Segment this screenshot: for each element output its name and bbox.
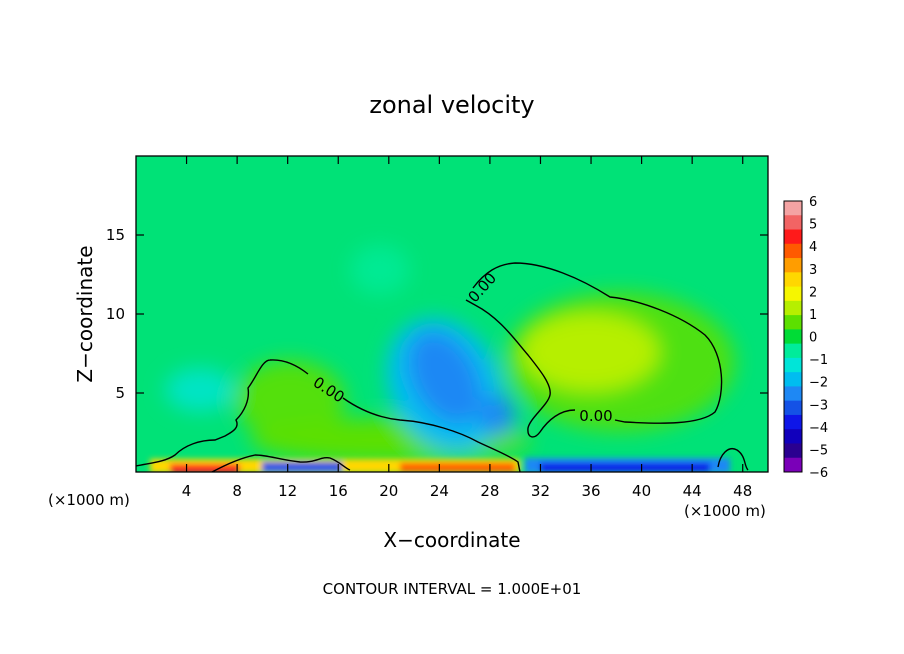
y-tick-label: 10 — [106, 305, 125, 323]
surface-bands — [150, 458, 730, 472]
colorbar-tick-label: 3 — [809, 263, 817, 278]
colorbar-tick-label: 5 — [809, 218, 817, 233]
surface-positive-core-right — [400, 463, 515, 472]
colorbar-swatch — [784, 329, 802, 345]
colorbar-tick-label: −5 — [809, 443, 828, 458]
x-tick-label: 8 — [232, 482, 242, 500]
colorbar-swatch — [784, 429, 802, 444]
x-tick-label: 40 — [632, 482, 651, 500]
surface-negative-core — [540, 463, 710, 472]
colorbar-swatch — [784, 372, 802, 387]
colorbar-swatch — [784, 357, 802, 373]
colorbar-tick-label: −3 — [809, 398, 828, 413]
colorbar-tick-label: 6 — [809, 195, 817, 210]
field-shading — [165, 245, 735, 462]
y-tick-label: 15 — [106, 226, 125, 244]
colorbar-tick-label: 0 — [809, 331, 817, 346]
x-unit-label-right: (×1000 m) — [684, 502, 766, 520]
contour-interval-note: CONTOUR INTERVAL = 1.000E+01 — [323, 580, 582, 598]
colorbar: 6 5 4 3 2 1 0 −1 −2 −3 −4 −5 −6 — [783, 195, 828, 481]
surface-negative-band-left — [262, 462, 342, 472]
negative-jet-lower — [479, 395, 515, 435]
colorbar-tick-label: −6 — [809, 466, 828, 481]
colorbar-swatch — [784, 343, 802, 359]
colorbar-swatch — [784, 286, 802, 302]
y-tick-label: 5 — [115, 384, 125, 402]
colorbar-swatch — [784, 215, 802, 231]
x-axis: 4 8 12 16 20 24 28 32 36 40 44 48 — [182, 156, 752, 500]
colorbar-tick-label: −2 — [809, 376, 828, 391]
colorbar-swatch — [784, 457, 802, 473]
x-tick-label: 4 — [182, 482, 192, 500]
x-tick-label: 32 — [531, 482, 550, 500]
x-tick-label: 12 — [278, 482, 297, 500]
x-unit-label-left: (×1000 m) — [48, 491, 130, 509]
contour-low-left — [211, 454, 351, 472]
colorbar-swatch — [784, 386, 802, 402]
x-axis-label: X−coordinate — [383, 528, 520, 552]
colorbar-swatch — [784, 258, 802, 273]
contour-lower — [136, 359, 521, 472]
zero-contours — [136, 262, 749, 472]
left-negative-patch — [165, 368, 235, 412]
contour-upper — [465, 262, 723, 438]
colorbar-swatch — [784, 201, 802, 216]
contour-label-right: 0.00 — [579, 407, 612, 425]
x-tick-label: 20 — [379, 482, 398, 500]
colorbar-swatch — [784, 272, 802, 288]
contour-right-bump — [717, 448, 749, 471]
left-positive-lobe — [235, 360, 345, 440]
colorbar-swatch — [784, 229, 802, 245]
surface-positive-core-left — [170, 464, 240, 472]
x-tick-label: 16 — [329, 482, 348, 500]
x-tick-label: 28 — [480, 482, 499, 500]
plot-area: 0.00 0.00 0.00 — [136, 156, 768, 472]
colorbar-frame — [783, 200, 803, 473]
colorbar-tick-label: 4 — [809, 240, 817, 255]
colorbar-swatch — [784, 300, 802, 316]
colorbar-swatch — [784, 315, 802, 330]
colorbar-swatch — [784, 443, 802, 459]
colorbar-tick-label: 1 — [809, 308, 817, 323]
x-tick-label: 24 — [430, 482, 449, 500]
colorbar-tick-label: 2 — [809, 285, 817, 300]
colorbar-tick-label: −4 — [809, 421, 828, 436]
colorbar-swatch — [784, 243, 802, 259]
x-tick-label: 48 — [733, 482, 752, 500]
chart-title: zonal velocity — [369, 91, 534, 119]
upper-positive-cell — [520, 312, 660, 392]
colorbar-swatch — [784, 400, 802, 416]
mid-negative-patch — [350, 245, 410, 295]
colorbar-swatch — [784, 414, 802, 430]
x-tick-label: 36 — [581, 482, 600, 500]
negative-jet-core — [408, 331, 482, 425]
y-axis-label: Z−coordinate — [73, 245, 97, 382]
x-tick-label: 44 — [683, 482, 702, 500]
y-axis: 5 10 15 — [106, 226, 768, 402]
colorbar-tick-label: −1 — [809, 353, 828, 368]
